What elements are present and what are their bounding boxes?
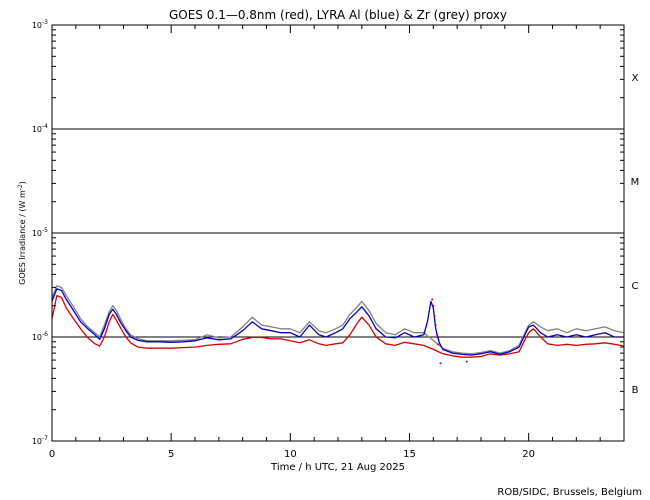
flare-class-label: X	[632, 73, 639, 84]
flare-class-labels: X M C B	[631, 73, 640, 396]
y-tick-label: 10-3	[32, 19, 48, 30]
scatter-point	[435, 333, 438, 336]
scatter-point	[465, 360, 468, 363]
y-axis-label: GOES Irradiance / (W m-2)	[17, 181, 27, 285]
scatter-point	[433, 314, 436, 317]
series-line-blue	[51, 288, 624, 356]
flare-class-label: B	[632, 385, 639, 396]
flare-class-label: C	[632, 281, 639, 292]
scatter-point	[434, 324, 437, 327]
y-axis-label-close: )	[18, 181, 27, 184]
scatter-point	[437, 343, 440, 346]
axis-ticks: 0 5 10 15 20 10-3 10-4 10-5 10-6 10-7	[32, 19, 625, 460]
footer-credit: ROB/SIDC, Brussels, Belgium	[497, 487, 642, 498]
x-tick-label: 10	[284, 449, 297, 460]
x-axis-label: Time / h UTC, 21 Aug 2025	[270, 462, 405, 473]
x-tick-label: 0	[49, 449, 55, 460]
y-axis-label-exp: -2	[17, 184, 24, 190]
y-axis-label-text: GOES Irradiance / (W m	[18, 190, 27, 285]
scatter-point	[439, 362, 442, 365]
y-tick-label: 10-6	[32, 331, 48, 342]
series-line-grey	[51, 285, 625, 355]
flare-class-label: M	[631, 177, 640, 188]
chart-title: GOES 0.1—0.8nm (red), LYRA Al (blue) & Z…	[169, 8, 507, 22]
series-line-red	[51, 294, 625, 358]
x-tick-label: 20	[522, 449, 535, 460]
scatter-point	[432, 304, 435, 307]
y-tick-label: 10-7	[32, 435, 48, 446]
series-layer	[51, 285, 625, 365]
y-tick-label: 10-5	[32, 227, 48, 238]
threshold-lines	[52, 128, 624, 338]
x-tick-label: 15	[403, 449, 416, 460]
y-tick-label: 10-4	[32, 123, 48, 134]
x-tick-label: 5	[168, 449, 174, 460]
scatter-point	[431, 298, 434, 301]
